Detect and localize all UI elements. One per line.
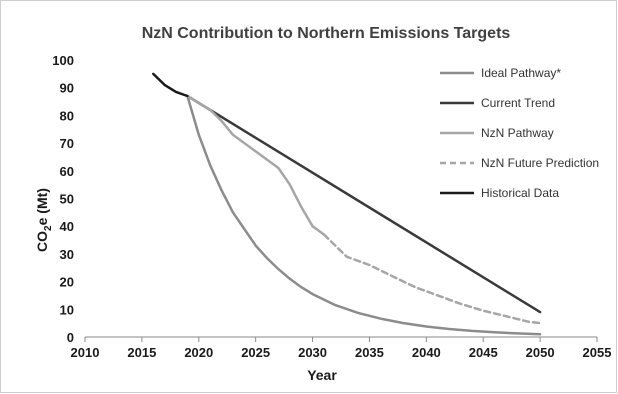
y-tick-label: 80 <box>60 108 74 123</box>
series-line-ideal-pathway <box>186 94 542 336</box>
y-tick-label: 30 <box>60 247 74 262</box>
chart-title: NzN Contribution to Northern Emissions T… <box>142 25 511 42</box>
y-tick-label: 60 <box>60 164 74 179</box>
legend-label-nzn-pathway: NzN Pathway <box>481 126 554 140</box>
x-tick-label: 2055 <box>583 345 612 360</box>
x-tick-label: 2020 <box>184 345 213 360</box>
x-tick-label: 2015 <box>127 345 156 360</box>
x-tick-label: 2050 <box>526 345 555 360</box>
axes: 2010 2015 2020 2025 2030 2035 2040 2045 2050 2055… <box>52 53 611 360</box>
legend-label-historical-data: Historical Data <box>481 186 559 200</box>
x-tick-label: 2045 <box>469 345 498 360</box>
x-tick-label: 2035 <box>355 345 384 360</box>
y-tick-label: 10 <box>60 302 74 317</box>
legend-label-ideal-pathway: Ideal Pathway* <box>481 66 561 80</box>
x-tick-label: 2040 <box>412 345 441 360</box>
series-line-current-trend <box>186 94 542 314</box>
y-tick-label: 90 <box>60 81 74 96</box>
y-tick-label: 50 <box>60 192 74 207</box>
series-lines <box>152 72 542 336</box>
x-tick-label: 2010 <box>71 345 100 360</box>
legend-label-current-trend: Current Trend <box>481 96 555 110</box>
series-line-nzn-future-prediction <box>322 233 542 325</box>
legend: Ideal Pathway* Current Trend NzN Pathway Nz… <box>440 66 599 200</box>
x-axis-label: Year <box>307 367 337 383</box>
y-tick-label: 40 <box>60 219 74 234</box>
series-line-nzn-pathway <box>186 94 326 236</box>
y-axis-label: CO2e (Mt) <box>34 188 54 252</box>
y-tick-label: 100 <box>52 53 74 68</box>
x-tick-label: 2025 <box>241 345 270 360</box>
x-tick-label: 2030 <box>298 345 327 360</box>
y-tick-label: 70 <box>60 136 74 151</box>
series-line-historical-data <box>152 72 189 98</box>
y-tick-label: 0 <box>67 330 74 345</box>
legend-label-nzn-future-prediction: NzN Future Prediction <box>481 156 599 170</box>
y-tick-label: 20 <box>60 275 74 290</box>
